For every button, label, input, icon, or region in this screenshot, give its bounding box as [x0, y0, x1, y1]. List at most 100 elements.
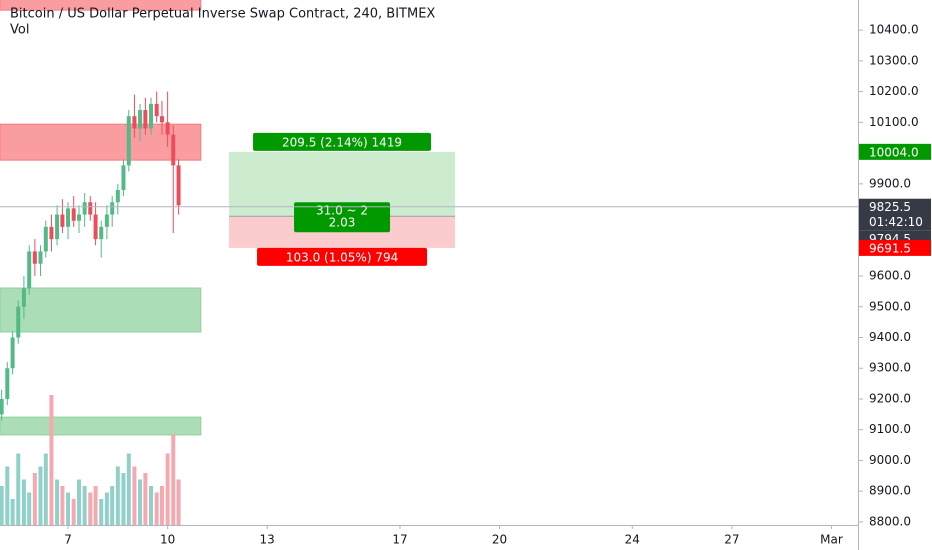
volume-bar — [121, 473, 126, 525]
candle-body — [55, 214, 60, 240]
zone — [0, 287, 202, 333]
y-tick-label: 8900.0 — [869, 484, 911, 498]
y-tick-label: 9000.0 — [869, 453, 911, 467]
candle-body — [16, 306, 21, 338]
volume-bar — [16, 453, 21, 525]
candle-body — [104, 214, 109, 227]
candle-body — [110, 202, 115, 215]
candle-body — [5, 368, 10, 399]
x-tick-label: 24 — [625, 533, 640, 547]
price-label-bg — [859, 143, 931, 160]
price-label: 10004.0 — [869, 145, 919, 159]
candle-body — [121, 165, 126, 190]
candle-body — [126, 116, 131, 166]
candle-body — [88, 202, 93, 215]
zone — [0, 123, 202, 161]
x-tick-label: 7 — [64, 533, 72, 547]
target-label: 209.5 (2.14%) 1419 — [282, 135, 402, 149]
volume-bar — [5, 466, 10, 525]
candle-body — [154, 103, 159, 117]
volume-bar — [138, 479, 143, 525]
volume-bar — [49, 395, 54, 525]
x-tick-label: 17 — [392, 533, 407, 547]
candle-body — [143, 110, 148, 129]
volume-bar — [149, 486, 154, 525]
volume-bar — [132, 466, 137, 525]
zone — [0, 416, 202, 436]
y-tick-label: 9600.0 — [869, 269, 911, 283]
x-tick-label: 20 — [492, 533, 507, 547]
x-tick-label: 27 — [724, 533, 739, 547]
y-tick-label: 9400.0 — [869, 330, 911, 344]
candle-body — [66, 208, 71, 227]
volume-bar — [176, 479, 181, 525]
volume-bar — [27, 492, 32, 525]
y-tick-label: 9100.0 — [869, 422, 911, 436]
volume-bar — [115, 466, 120, 525]
volume-bar — [0, 486, 4, 525]
price-label-bg — [859, 239, 931, 256]
countdown-label: 01:42:10 — [869, 215, 923, 229]
candle-body — [176, 165, 181, 206]
volume-bar — [165, 453, 170, 525]
x-tick-label: 13 — [260, 533, 275, 547]
candle-body — [21, 288, 26, 307]
ratio-label: 2.03 — [329, 216, 356, 230]
volume-bar — [76, 479, 81, 525]
plot-area — [0, 0, 456, 525]
candle-body — [82, 202, 87, 215]
zone — [0, 0, 202, 11]
y-tick-label: 9500.0 — [869, 299, 911, 313]
candle-body — [149, 103, 154, 129]
candle-body — [27, 251, 32, 289]
candle-body — [165, 122, 170, 135]
y-tick-label: 8800.0 — [869, 514, 911, 528]
volume-bar — [93, 486, 98, 525]
x-tick-label: Mar — [820, 533, 843, 547]
volume-bar — [99, 499, 104, 525]
y-tick-label: 10200.0 — [869, 84, 919, 98]
ratio-label: 31.0 ~ 2 — [316, 204, 368, 218]
volume-bar — [171, 434, 176, 525]
volume-bar — [82, 486, 87, 525]
target-label-bg — [253, 132, 432, 151]
volume-bar — [159, 486, 164, 525]
candle-body — [76, 214, 81, 221]
candle-body — [115, 189, 120, 203]
candle-body — [43, 226, 48, 252]
volume-bar — [88, 492, 93, 525]
volume-bar — [60, 486, 65, 525]
volume-bar — [126, 453, 131, 525]
stop-label: 103.0 (1.05%) 794 — [286, 250, 398, 264]
candle-body — [138, 110, 143, 129]
volume-bar — [66, 492, 71, 525]
candle-body — [99, 226, 104, 240]
candle-body — [60, 214, 65, 227]
y-tick-label: 10100.0 — [869, 115, 919, 129]
y-tick-label: 10400.0 — [869, 23, 919, 37]
y-tick-label: 9900.0 — [869, 176, 911, 190]
volume-bar — [10, 499, 15, 525]
candle-body — [71, 208, 76, 221]
candle-body — [32, 251, 37, 264]
volume-bar — [21, 479, 26, 525]
volume-bar — [110, 486, 115, 525]
candle-body — [132, 116, 137, 129]
candle-body — [10, 337, 15, 369]
x-tick-label: 10 — [160, 533, 175, 547]
y-tick-label: 10300.0 — [869, 53, 919, 67]
ratio-label-bg — [294, 202, 391, 233]
volume-bar — [55, 479, 60, 525]
stop-label-bg — [257, 247, 428, 266]
y-tick-label: 9300.0 — [869, 361, 911, 375]
volume-bar — [38, 466, 43, 525]
candle-body — [49, 226, 54, 240]
last-price-label: 9825.5 — [869, 200, 911, 214]
volume-bar — [154, 492, 159, 525]
candle-body — [38, 251, 43, 264]
candle-body — [171, 134, 176, 166]
candle-body — [0, 398, 4, 415]
volume-label: Vol — [10, 23, 29, 38]
candle-body — [159, 116, 164, 123]
